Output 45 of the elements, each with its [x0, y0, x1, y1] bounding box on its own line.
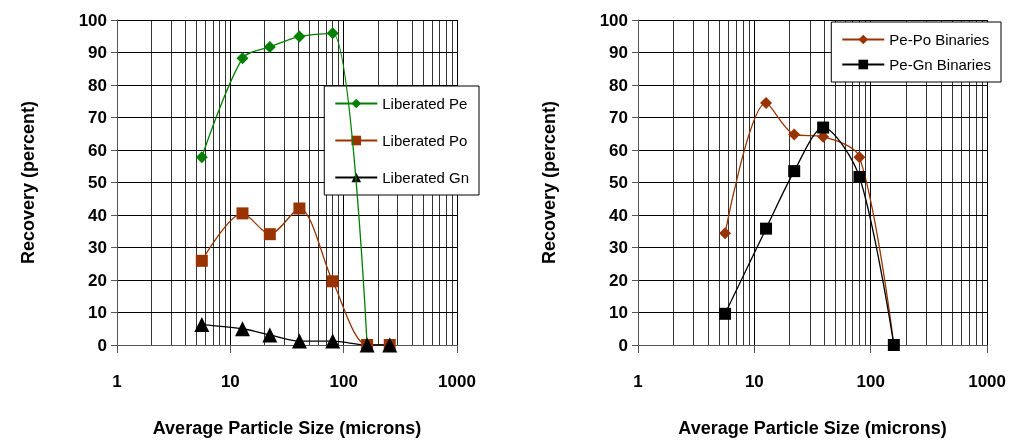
x-axis-title: Average Particle Size (microns)	[678, 418, 947, 438]
y-tick-label: 10	[609, 303, 628, 322]
y-axis-title: Recovery (percent)	[539, 100, 559, 265]
y-axis-title: Recovery (percent)	[18, 100, 38, 265]
point	[853, 151, 866, 164]
x-tick-label: 1	[633, 372, 643, 391]
x-tick-label: 100	[329, 372, 358, 391]
legend-label: Pe-Gn Binaries	[889, 56, 992, 73]
legend-label: Liberated Gn	[382, 169, 470, 186]
y-tick-label: 20	[609, 270, 628, 290]
point	[788, 165, 801, 178]
point	[719, 307, 732, 320]
y-tick-label: 30	[609, 238, 628, 257]
y-tick-label: 100	[78, 10, 107, 30]
point	[719, 227, 732, 240]
y-tick-label: 80	[609, 75, 628, 95]
y-tick-label: 10	[88, 303, 107, 322]
y-tick-label: 90	[88, 43, 107, 62]
x-tick-label: 10	[744, 372, 764, 391]
y-tick-label: 50	[88, 173, 107, 192]
y-tick-label: 40	[609, 205, 628, 225]
legend-label: Liberated Pe	[382, 95, 468, 112]
x-tick-label: 100	[856, 372, 885, 391]
y-tick-label: 50	[609, 173, 628, 192]
x-tick-label: 10	[220, 372, 240, 391]
y-tick-label: 0	[97, 335, 107, 355]
y-tick-label: 30	[88, 238, 107, 257]
y-tick-label: 80	[88, 75, 107, 95]
point	[788, 128, 801, 141]
x-tick-label: 1000	[438, 372, 476, 391]
y-tick-label: 70	[88, 108, 107, 127]
x-axis-title: Average Particle Size (microns)	[152, 418, 422, 438]
y-tick-label: 0	[618, 335, 628, 355]
y-tick-label: 60	[609, 140, 628, 160]
legend-label: Liberated Po	[382, 132, 468, 149]
legend-label: Pe-Po Binaries	[889, 31, 990, 48]
y-tick-label: 100	[599, 10, 628, 30]
x-tick-label: 1	[112, 372, 122, 391]
y-tick-label: 60	[88, 140, 107, 160]
y-tick-label: 20	[88, 270, 107, 290]
point	[853, 170, 866, 183]
y-tick-label: 70	[609, 108, 628, 127]
y-tick-label: 40	[88, 205, 107, 225]
x-tick-label: 1000	[968, 372, 1006, 391]
y-tick-label: 90	[609, 43, 628, 62]
